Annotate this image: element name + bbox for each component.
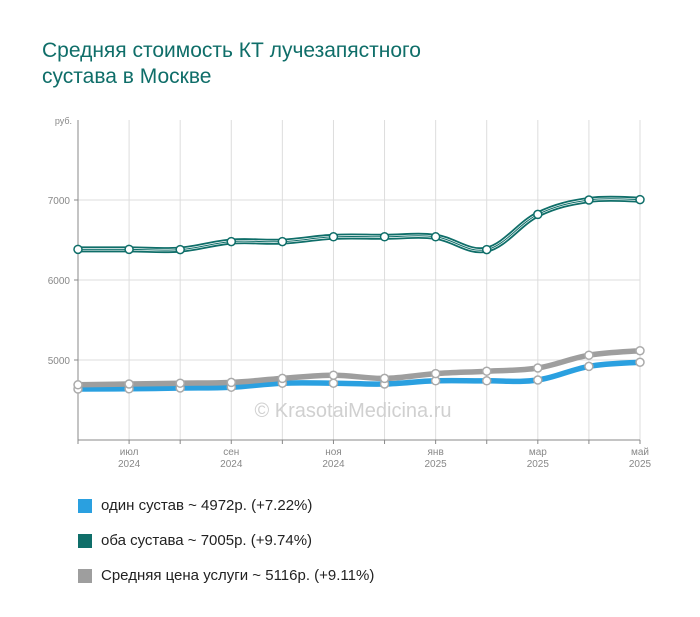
series-line-average — [75, 347, 643, 388]
x-tick-label-year: 2025 — [527, 459, 550, 470]
legend-label: Средняя цена услуги ~ 5116р. (+9.11%) — [101, 567, 375, 584]
data-point-both_joints — [533, 209, 543, 220]
chart-title-line-2: сустава в Москве — [42, 65, 212, 88]
data-point-one_joint — [584, 361, 594, 372]
x-tick-label-year: 2025 — [629, 459, 652, 470]
data-point-average — [635, 345, 645, 356]
data-point-one_joint — [533, 375, 543, 385]
data-point-both_joints — [328, 232, 339, 242]
data-point-both_joints — [124, 244, 134, 255]
data-point-average — [226, 377, 237, 388]
legend-item-one-joint[interactable]: один сустав ~ 4972р. (+7.22%) — [78, 488, 374, 523]
series — [73, 194, 645, 394]
axes: 500060007000руб.июл2024сен2024ноя2024янв… — [48, 116, 652, 470]
series-line-inner-both_joints — [76, 197, 642, 252]
x-tick-label-year: 2024 — [322, 459, 345, 470]
legend-label: один сустав ~ 4972р. (+7.22%) — [101, 497, 313, 514]
x-tick-label-year: 2025 — [425, 459, 448, 470]
data-point-both_joints — [277, 236, 288, 247]
watermark: © KrasotaiMedicina.ru — [254, 400, 451, 422]
grid — [77, 120, 641, 440]
series-average — [73, 345, 645, 390]
series-both_joints — [73, 194, 645, 255]
x-tick-label-month: сен — [223, 447, 239, 458]
chart-title: Средняя стоимость КТ лучезапястного суст… — [42, 38, 562, 90]
y-tick-label: 6000 — [48, 276, 71, 287]
legend-label: оба сустава ~ 7005р. (+9.74%) — [101, 532, 313, 549]
legend-item-average[interactable]: Средняя цена услуги ~ 5116р. (+9.11%) — [78, 558, 374, 593]
data-point-average — [481, 366, 492, 376]
data-point-average — [277, 373, 288, 384]
data-point-both_joints — [481, 244, 492, 255]
data-point-both_joints — [73, 244, 83, 255]
data-point-one_joint — [481, 376, 492, 386]
data-point-average — [584, 350, 594, 360]
x-tick-label-month: мар — [529, 447, 547, 458]
data-point-both_joints — [175, 244, 185, 255]
legend-swatch-average — [78, 568, 92, 583]
data-point-one_joint — [328, 378, 339, 388]
data-point-both_joints — [379, 232, 390, 242]
y-tick-label: 5000 — [48, 356, 71, 367]
data-point-both_joints — [635, 194, 645, 205]
x-tick-label-year: 2024 — [118, 459, 141, 470]
data-point-average — [533, 363, 543, 373]
x-tick-label-month: май — [631, 447, 649, 458]
x-tick-label-month: июл — [120, 447, 139, 458]
legend-swatch-both-joints — [78, 533, 92, 548]
data-point-average — [379, 373, 390, 384]
x-tick-label-year: 2024 — [220, 459, 243, 470]
x-tick-label-month: янв — [428, 447, 444, 458]
data-point-average — [328, 370, 339, 380]
x-tick-label-month: ноя — [325, 447, 342, 458]
data-point-average — [124, 379, 134, 389]
y-axis-unit: руб. — [55, 116, 72, 126]
legend-swatch-one-joint — [78, 498, 92, 513]
data-point-one_joint — [635, 357, 645, 367]
data-point-average — [430, 368, 441, 379]
line-chart: 500060007000руб.июл2024сен2024ноя2024янв… — [48, 116, 652, 470]
data-point-both_joints — [226, 236, 237, 247]
data-point-average — [73, 380, 83, 390]
chart-title-line-1: Средняя стоимость КТ лучезапястного — [42, 39, 421, 62]
legend-item-both-joints[interactable]: оба сустава ~ 7005р. (+9.74%) — [78, 523, 374, 558]
data-point-average — [175, 378, 185, 388]
data-point-both_joints — [584, 195, 594, 205]
legend: один сустав ~ 4972р. (+7.22%) оба сустав… — [78, 488, 374, 593]
data-point-both_joints — [430, 232, 441, 242]
y-tick-label: 7000 — [48, 196, 71, 207]
